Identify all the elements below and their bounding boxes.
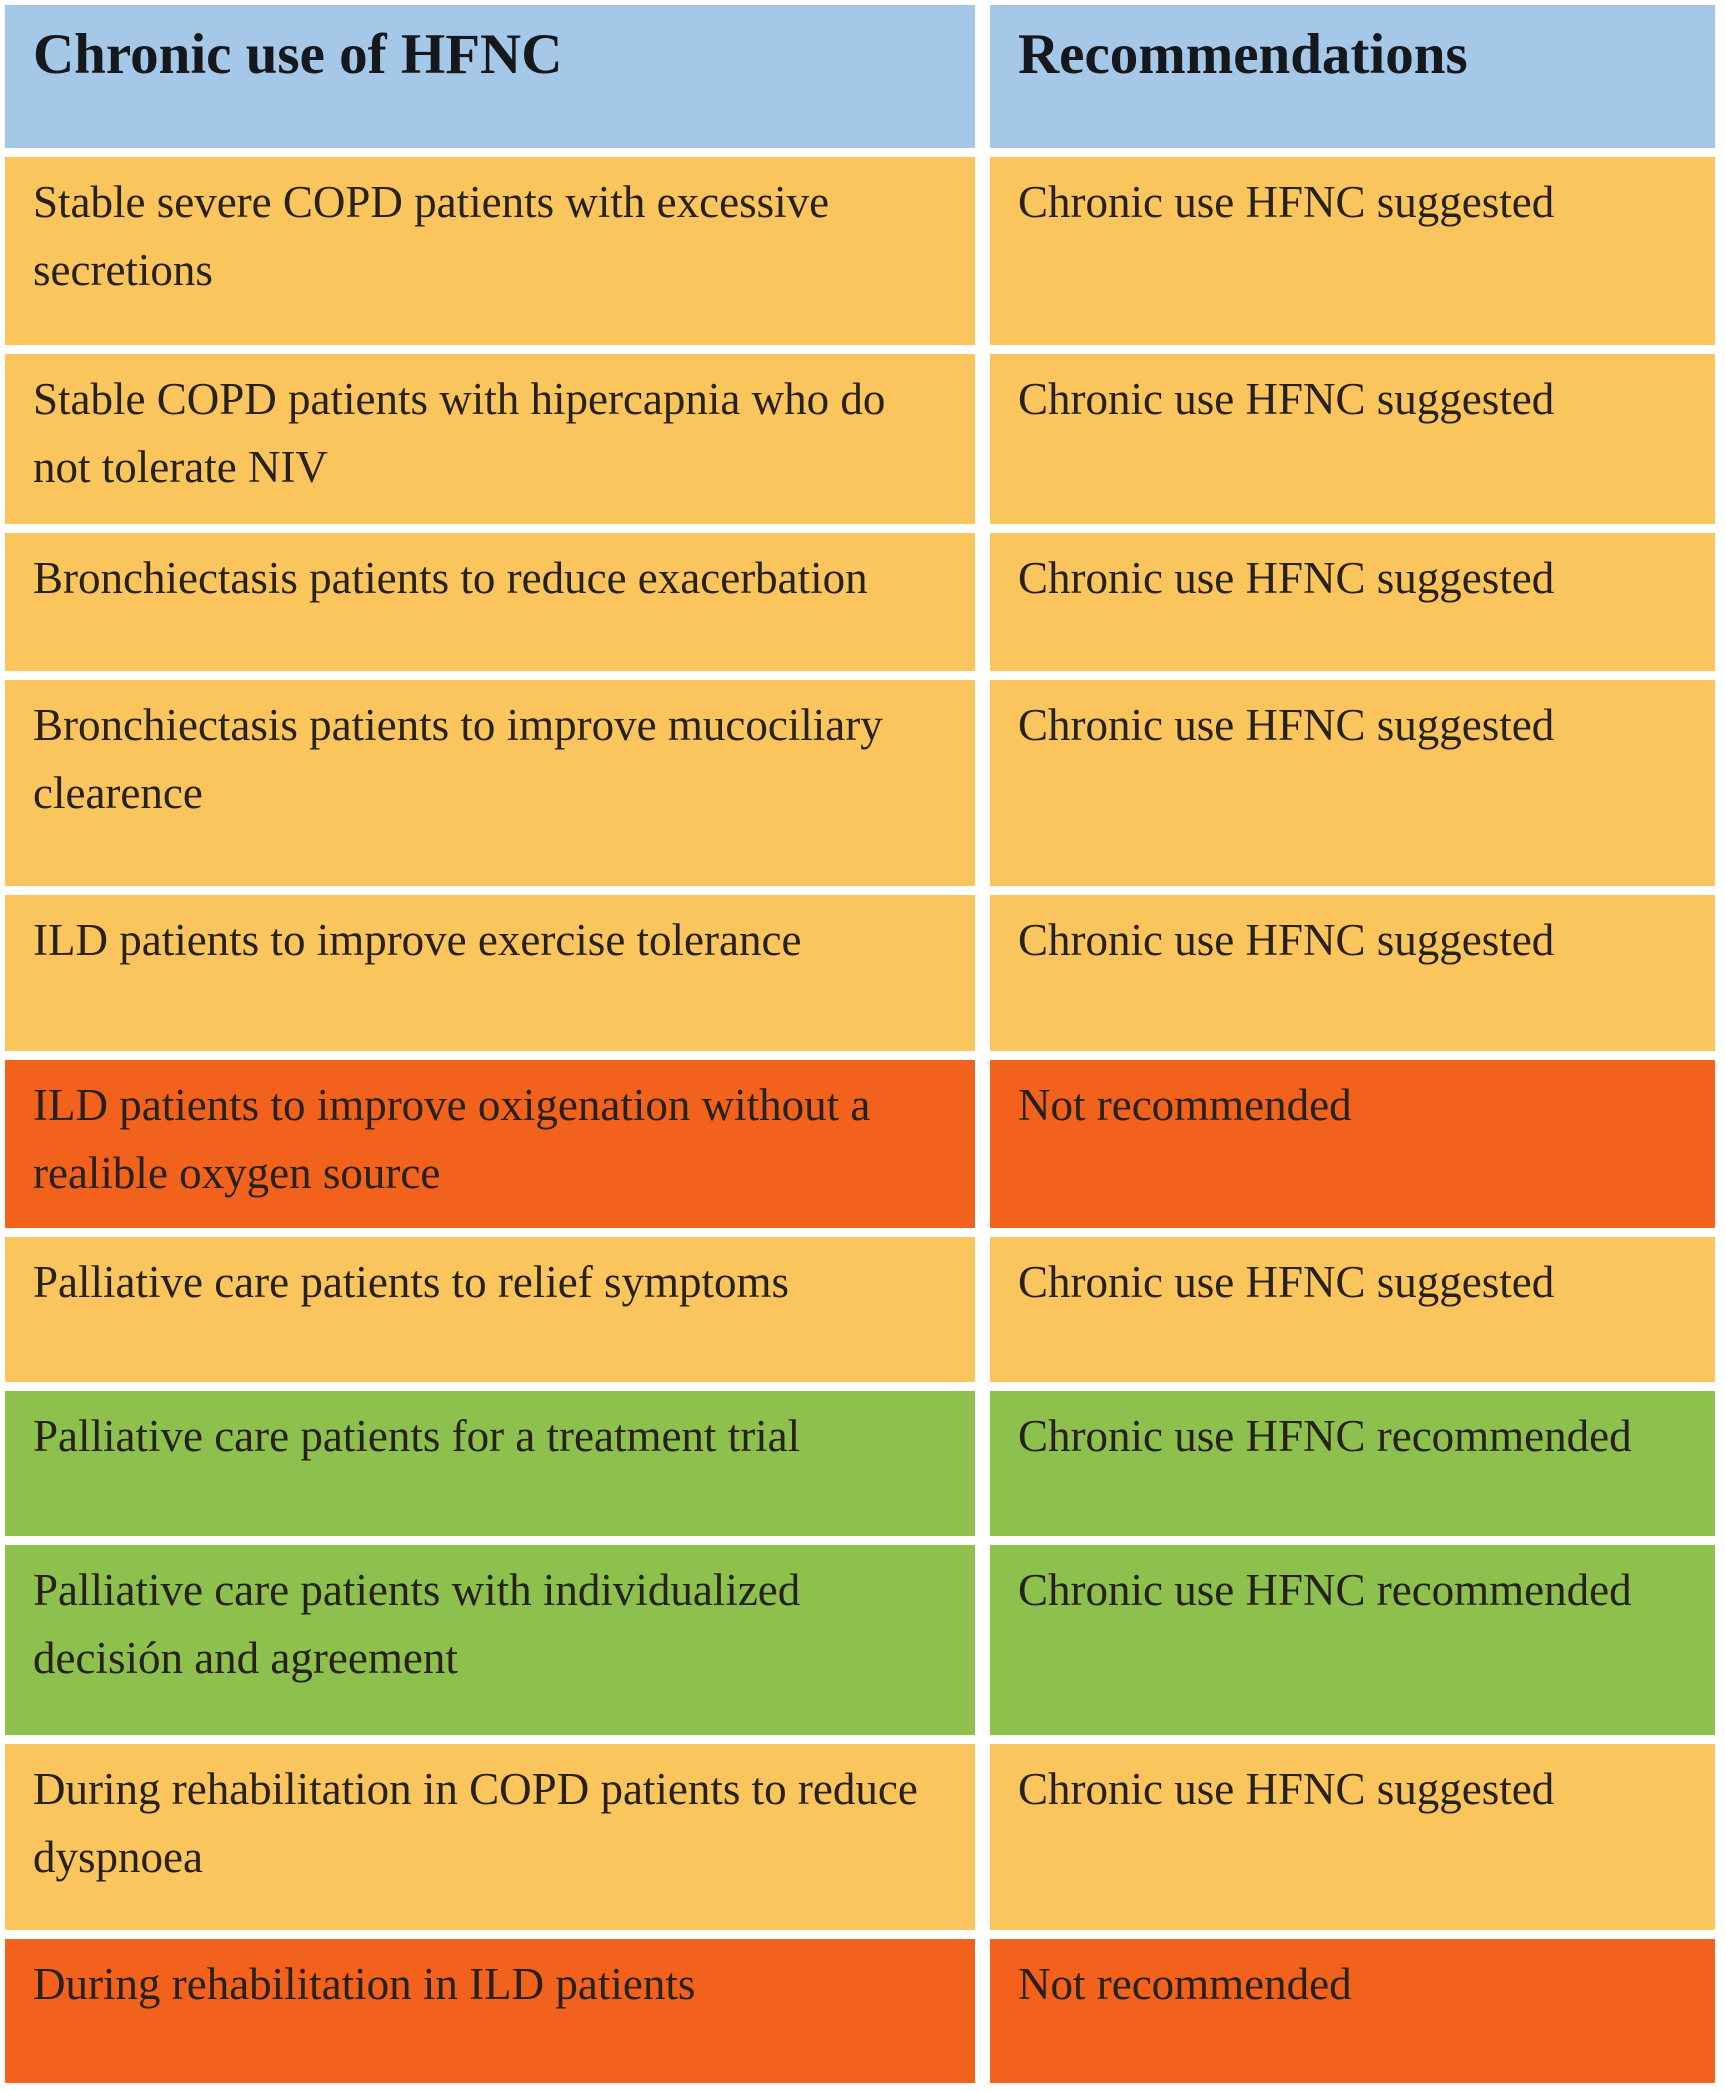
recommendation-cell: Chronic use HFNC suggested [990,533,1715,671]
indication-cell: During rehabilitation in COPD patients t… [5,1744,975,1930]
recommendation-cell: Chronic use HFNC suggested [990,895,1715,1051]
table-row: ILD patients to improve oxigenation with… [5,1060,1715,1228]
indication-cell: Stable COPD patients with hipercapnia wh… [5,354,975,524]
indication-cell: Palliative care patients for a treatment… [5,1391,975,1536]
indication-cell: Palliative care patients with individual… [5,1545,975,1735]
table-row: ILD patients to improve exercise toleran… [5,895,1715,1051]
recommendation-cell: Chronic use HFNC suggested [990,1237,1715,1382]
recommendation-cell: Chronic use HFNC suggested [990,354,1715,524]
table-header-row: Chronic use of HFNC Recommendations [5,5,1715,148]
indication-cell: ILD patients to improve oxigenation with… [5,1060,975,1228]
table-row: Stable severe COPD patients with excessi… [5,157,1715,345]
header-recommendations-column: Recommendations [990,5,1715,148]
table-row: Bronchiectasis patients to reduce exacer… [5,533,1715,671]
table-row: Bronchiectasis patients to improve mucoc… [5,680,1715,886]
table-row: Palliative care patients to relief sympt… [5,1237,1715,1382]
recommendation-cell: Chronic use HFNC suggested [990,1744,1715,1930]
indication-cell: Stable severe COPD patients with excessi… [5,157,975,345]
indication-cell: During rehabilitation in ILD patients [5,1939,975,2083]
table-row: Palliative care patients with individual… [5,1545,1715,1735]
indication-cell: Bronchiectasis patients to improve mucoc… [5,680,975,886]
indication-cell: Palliative care patients to relief sympt… [5,1237,975,1382]
table-row: Palliative care patients for a treatment… [5,1391,1715,1536]
recommendation-cell: Chronic use HFNC suggested [990,680,1715,886]
table-row: During rehabilitation in COPD patients t… [5,1744,1715,1930]
indication-cell: Bronchiectasis patients to reduce exacer… [5,533,975,671]
recommendation-cell: Chronic use HFNC suggested [990,157,1715,345]
recommendation-cell: Not recommended [990,1060,1715,1228]
indication-cell: ILD patients to improve exercise toleran… [5,895,975,1051]
recommendation-cell: Not recommended [990,1939,1715,2083]
table-row: During rehabilitation in ILD patients No… [5,1939,1715,2083]
table-row: Stable COPD patients with hipercapnia wh… [5,354,1715,524]
recommendation-cell: Chronic use HFNC recommended [990,1391,1715,1536]
header-indication-column: Chronic use of HFNC [5,5,975,148]
recommendation-cell: Chronic use HFNC recommended [990,1545,1715,1735]
